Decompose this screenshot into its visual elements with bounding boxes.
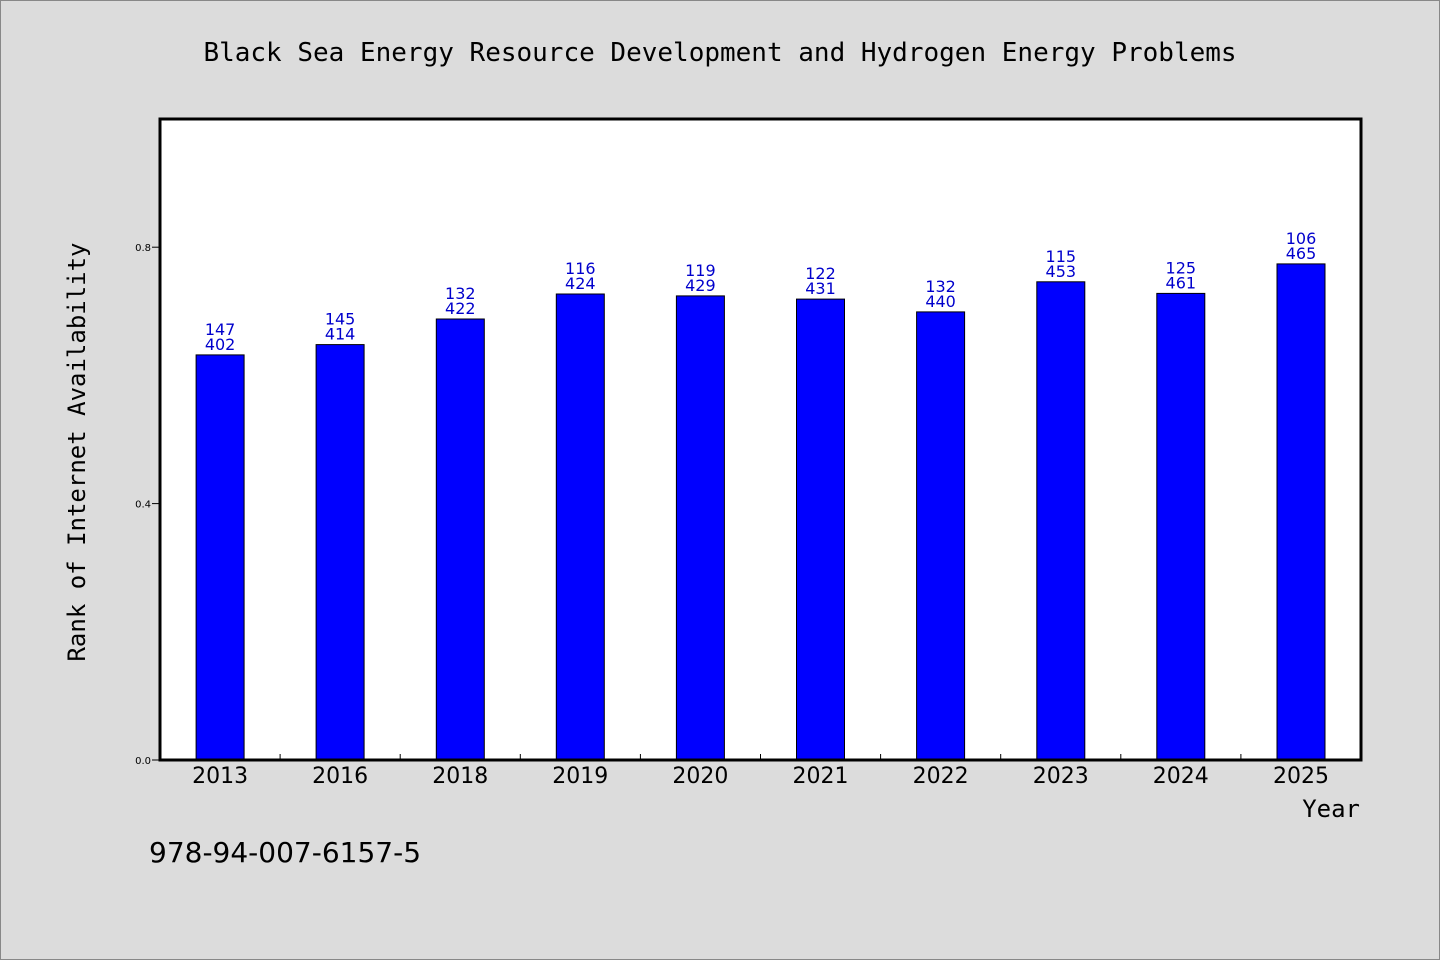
data-label-bottom-2021: 431	[805, 279, 836, 298]
x-tick-label-2013: 2013	[192, 764, 248, 789]
x-axis: 2013 2016 2018 2019 2020 2021 2022 2023 2024 2025	[192, 754, 1329, 789]
data-label-bottom-2013: 402	[205, 335, 236, 354]
data-label-top-2020: 119	[685, 261, 716, 280]
x-tick-label-2023: 2023	[1033, 764, 1089, 789]
bar-2018	[435, 318, 485, 761]
data-label-top-2018: 132	[445, 284, 476, 303]
bar-2016	[315, 344, 365, 761]
x-axis-title: Year	[1302, 795, 1360, 823]
data-label-top-2025: 106	[1286, 229, 1317, 248]
data-label-bottom-2023: 453	[1046, 262, 1077, 281]
bar-2022	[916, 311, 966, 761]
chart-title: Black Sea Energy Resource Development an…	[203, 38, 1236, 68]
data-label-top-2019: 116	[565, 259, 596, 278]
bar-2023	[1036, 281, 1086, 761]
bar-2013	[195, 354, 245, 761]
data-label-top-2024: 125	[1166, 258, 1197, 277]
y-tick-label-0.8: 0.8	[135, 243, 151, 254]
isbn-label: 978-94-007-6157-5	[149, 836, 421, 869]
x-tick-label-2024: 2024	[1153, 764, 1209, 789]
x-tick-label-2020: 2020	[672, 764, 728, 789]
data-label-bottom-2020: 429	[685, 276, 716, 295]
x-tick-label-2019: 2019	[552, 764, 608, 789]
data-label-bottom-2025: 465	[1286, 244, 1317, 263]
x-tick-label-2021: 2021	[793, 764, 849, 789]
x-tick-label-2016: 2016	[312, 764, 368, 789]
bars-layer	[195, 263, 1326, 761]
y-axis-title: Rank of Internet Availability	[63, 242, 91, 661]
data-label-bottom-2024: 461	[1166, 273, 1197, 292]
data-label-bottom-2016: 414	[325, 325, 356, 344]
x-tick-label-2022: 2022	[913, 764, 969, 789]
bar-2025	[1276, 263, 1326, 761]
bar-2024	[1156, 292, 1206, 761]
bar-2020	[675, 295, 725, 761]
data-label-bottom-2019: 424	[565, 274, 596, 293]
data-label-top-2016: 145	[325, 310, 356, 329]
x-tick-label-2025: 2025	[1273, 764, 1329, 789]
x-tick-label-2018: 2018	[432, 764, 488, 789]
data-label-top-2013: 147	[205, 320, 236, 339]
bar-2019	[555, 293, 605, 761]
data-label-top-2021: 122	[805, 264, 836, 283]
bar-2021	[796, 298, 845, 761]
y-tick-label-0.0: 0.0	[135, 756, 151, 767]
data-label-top-2023: 115	[1046, 247, 1077, 266]
plot-frame	[158, 117, 1363, 762]
data-label-top-2022: 132	[925, 277, 956, 296]
data-label-bottom-2018: 422	[445, 299, 476, 318]
y-tick-label-0.4: 0.4	[135, 500, 151, 511]
data-label-bottom-2022: 440	[925, 292, 956, 311]
